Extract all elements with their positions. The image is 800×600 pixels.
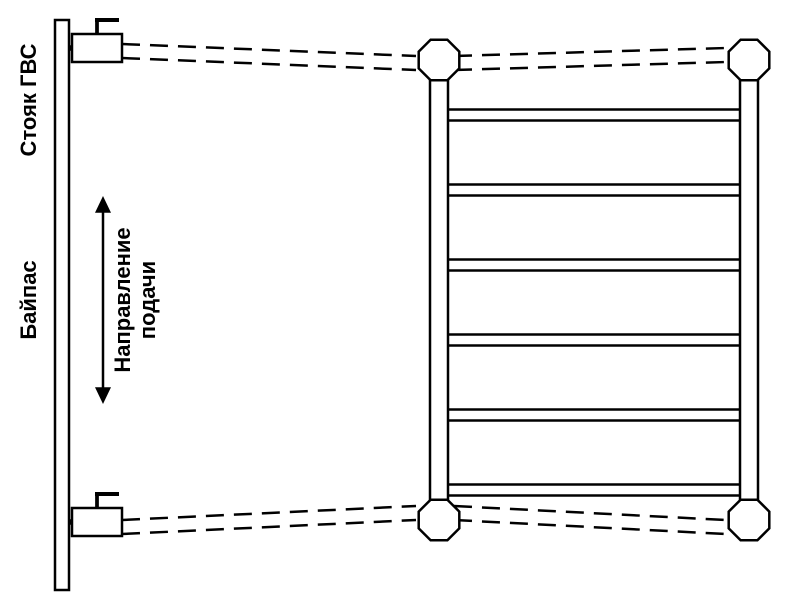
radiator-rung-1: [439, 185, 749, 196]
bypass-arrow-head-down: [95, 387, 111, 404]
radiator-rung-4: [439, 410, 749, 421]
riser-pipe: [55, 20, 69, 590]
dashed-pipe-top-2: [454, 48, 726, 56]
label-flow-direction: Направление: [110, 227, 135, 372]
valve-top-body: [72, 34, 122, 62]
dashed-pipe-bottom-0: [122, 506, 416, 520]
label-bypass: Байпас: [16, 260, 41, 339]
dashed-pipe-top-3: [454, 62, 726, 70]
dashed-pipe-bottom-1: [122, 520, 416, 534]
label-flow-direction-2: подачи: [135, 261, 160, 339]
connector-bottom-right: [729, 500, 770, 541]
label-riser: Стояк ГВС: [16, 43, 41, 156]
radiator-rail-right: [740, 64, 758, 516]
radiator-rung-5: [439, 485, 749, 496]
dashed-pipe-top-1: [122, 58, 416, 70]
dashed-pipe-bottom-3: [454, 520, 726, 534]
radiator-rung-0: [439, 110, 749, 121]
bypass-arrow-head-up: [95, 196, 111, 213]
connector-top-left: [419, 40, 460, 81]
connector-top-right: [729, 40, 770, 81]
plumbing-diagram: Стояк ГВС Байпас Направлениеподачи: [0, 0, 800, 600]
connector-bottom-left: [419, 500, 460, 541]
radiator-rung-3: [439, 335, 749, 346]
dashed-pipe-top-0: [122, 44, 416, 56]
radiator-rung-2: [439, 260, 749, 271]
dashed-pipe-bottom-2: [454, 506, 726, 520]
valve-bottom-body: [72, 508, 122, 536]
radiator-rail-left: [430, 64, 448, 516]
